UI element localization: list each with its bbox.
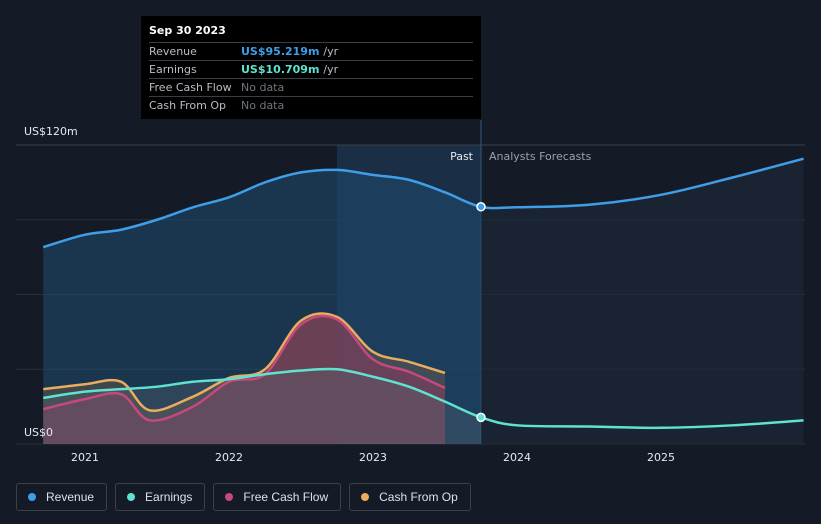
y-axis-bottom-label: US$0 (24, 426, 54, 439)
legend-label: Cash From Op (379, 490, 458, 504)
legend-dot-icon (361, 493, 370, 501)
line-earnings (43, 367, 804, 430)
tooltip-value: US$95.219m (241, 45, 320, 58)
x-tick-label: 2025 (647, 451, 675, 464)
marker-layer (476, 202, 486, 423)
legend-dot-icon (127, 493, 136, 501)
marker-earnings (476, 412, 486, 423)
legend-item-earnings[interactable]: Earnings (115, 483, 206, 511)
legend-label: Revenue (46, 490, 95, 504)
tooltip-unit: /yr (323, 63, 339, 76)
legend-label: Earnings (145, 490, 193, 504)
legend: Revenue Earnings Free Cash Flow Cash Fro… (16, 483, 471, 511)
text-layer: 2021 2022 2023 2024 2025 Past Analysts Forecas… (71, 150, 675, 464)
tooltip: Sep 30 2023 Revenue US$95.219m /yr Earni… (141, 16, 481, 119)
legend-dot-icon (28, 493, 36, 501)
forecast-label: Analysts Forecasts (489, 150, 592, 163)
tooltip-row-earnings: Earnings US$10.709m /yr (149, 60, 473, 78)
line-cash-from-op (43, 312, 446, 412)
tooltip-label: Earnings (149, 63, 197, 76)
tooltip-value: No data (241, 81, 285, 94)
tooltip-row-revenue: Revenue US$95.219m /yr (149, 42, 473, 60)
legend-dot-icon (225, 493, 234, 501)
x-tick-label: 2023 (359, 451, 387, 464)
tooltip-date: Sep 30 2023 (149, 24, 226, 37)
marker-revenue (476, 202, 486, 212)
y-axis-top-label: US$120m (24, 125, 78, 138)
tooltip-unit: /yr (323, 45, 339, 58)
tooltip-value: US$10.709m (241, 63, 320, 76)
legend-item-revenue[interactable]: Revenue (16, 483, 108, 511)
line-free-cash-flow (42, 314, 446, 422)
x-tick-label: 2022 (215, 451, 243, 464)
past-label: Past (450, 150, 474, 163)
line-layer (42, 157, 804, 430)
tooltip-row-cfo: Cash From Op No data (149, 96, 473, 114)
tooltip-label: Cash From Op (149, 99, 227, 112)
legend-item-free-cash-flow[interactable]: Free Cash Flow (213, 483, 342, 511)
tooltip-value: No data (241, 99, 285, 112)
line-revenue (42, 157, 804, 249)
tooltip-row-fcf: Free Cash Flow No data (149, 78, 473, 96)
tooltip-label: Free Cash Flow (149, 81, 232, 94)
area-layer (43, 158, 804, 444)
x-tick-label: 2024 (503, 451, 531, 464)
legend-item-cash-from-op[interactable]: Cash From Op (349, 483, 471, 511)
tooltip-label: Revenue (149, 45, 197, 58)
legend-label: Free Cash Flow (243, 490, 329, 504)
x-tick-label: 2021 (71, 451, 99, 464)
area-revenue-forecast (481, 158, 804, 444)
